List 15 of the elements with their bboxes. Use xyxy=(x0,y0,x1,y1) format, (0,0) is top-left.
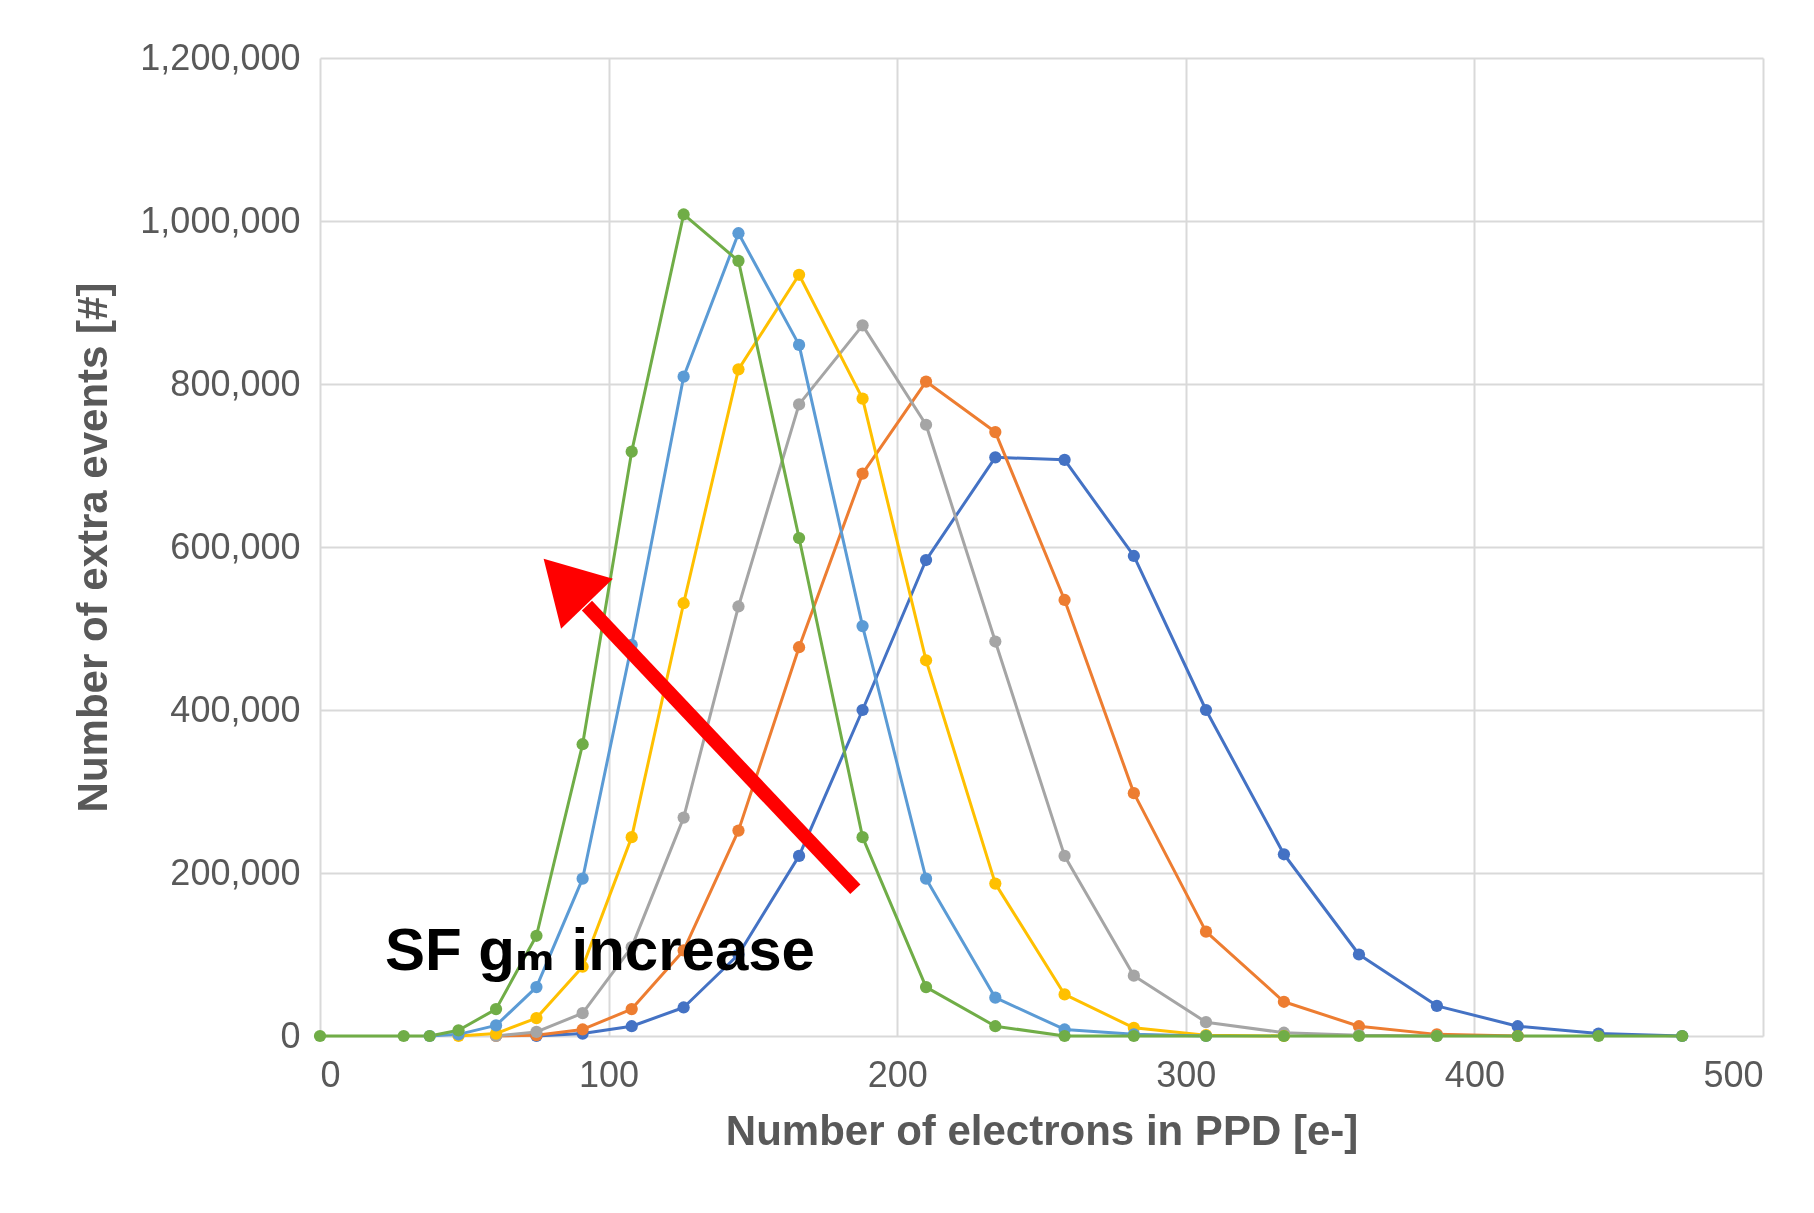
y-tick-label: 200,000 xyxy=(170,851,301,893)
x-axis-title: Number of electrons in PPD [e-] xyxy=(725,1106,1359,1154)
y-tick-label: 1,000,000 xyxy=(140,199,301,241)
y-tick-label: 400,000 xyxy=(170,688,301,730)
y-tick-label: 1,200,000 xyxy=(140,36,301,78)
x-tick-label: 200 xyxy=(867,1053,928,1095)
y-tick-label: 600,000 xyxy=(170,525,301,567)
y-tick-label: 0 xyxy=(280,1014,301,1056)
y-tick-label: 800,000 xyxy=(170,362,301,404)
x-tick-label: 100 xyxy=(579,1053,640,1095)
x-tick-label: 500 xyxy=(1703,1053,1764,1095)
x-tick-label: 0 xyxy=(320,1053,341,1095)
x-tick-label: 300 xyxy=(1156,1053,1217,1095)
y-axis-title: Number of extra events [#] xyxy=(69,282,117,813)
x-tick-label: 400 xyxy=(1444,1053,1505,1095)
